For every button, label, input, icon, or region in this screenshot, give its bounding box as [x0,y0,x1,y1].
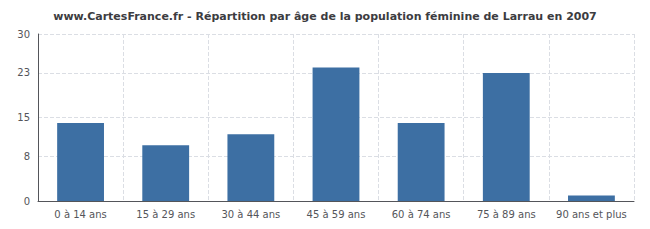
svg-text:23: 23 [17,67,30,78]
svg-text:90 ans et plus: 90 ans et plus [556,209,627,220]
svg-text:75 à 89 ans: 75 à 89 ans [477,209,536,220]
svg-text:8: 8 [24,151,30,162]
svg-text:15 à 29 ans: 15 à 29 ans [136,209,195,220]
svg-text:45 à 59 ans: 45 à 59 ans [307,209,366,220]
svg-text:www.CartesFrance.fr - Répartit: www.CartesFrance.fr - Répartition par âg… [53,10,597,23]
svg-text:0: 0 [24,196,30,207]
svg-text:15: 15 [17,112,30,123]
svg-text:60 à 74 ans: 60 à 74 ans [392,209,451,220]
svg-text:0 à 14 ans: 0 à 14 ans [54,209,106,220]
svg-text:30: 30 [17,29,30,40]
svg-text:30 à 44 ans: 30 à 44 ans [221,209,280,220]
